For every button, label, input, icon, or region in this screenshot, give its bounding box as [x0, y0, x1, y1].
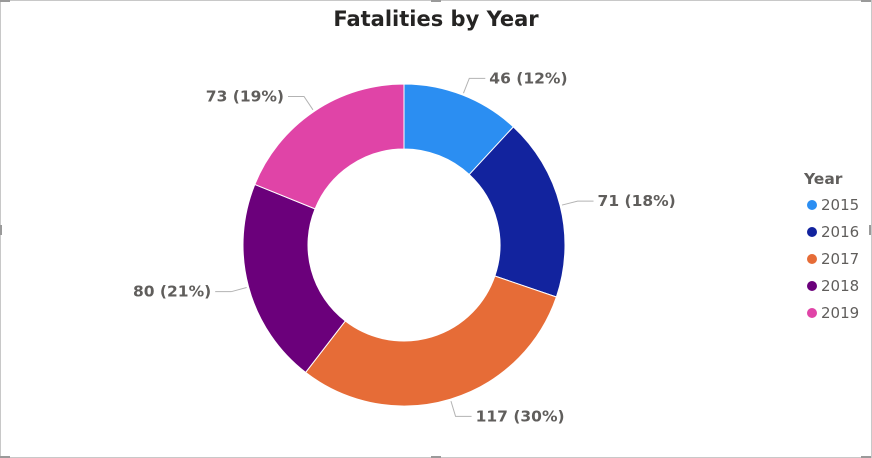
legend-marker-2017 [807, 254, 817, 264]
legend-title: Year [803, 170, 843, 188]
legend-item-2017[interactable]: 2017 [807, 250, 859, 268]
leader-line-2018 [215, 287, 247, 293]
leader-line-2015 [462, 77, 486, 94]
chart-title: Fatalities by Year [333, 7, 539, 31]
resize-handle-top-left[interactable] [0, 0, 10, 2]
donut-slices [242, 83, 566, 407]
legend-item-2016[interactable]: 2016 [807, 223, 859, 241]
resize-handle-right[interactable] [869, 225, 871, 235]
legend-item-2018[interactable]: 2018 [807, 277, 859, 295]
leader-line-2016 [561, 200, 594, 206]
legend-item-2015[interactable]: 2015 [807, 196, 859, 214]
legend-label-2016: 2016 [821, 223, 859, 241]
data-label-2017: 117 (30%) [476, 407, 565, 425]
resize-handle-bottom[interactable] [431, 456, 441, 458]
slice-2017[interactable] [304, 275, 558, 407]
legend-item-2019[interactable]: 2019 [807, 304, 859, 322]
leader-line-2017 [450, 400, 472, 417]
data-label-2016: 71 (18%) [598, 192, 676, 210]
leader-line-2019 [288, 96, 314, 111]
legend-label-2017: 2017 [821, 250, 859, 268]
data-label-2015: 46 (12%) [489, 69, 567, 87]
data-label-2019: 73 (19%) [206, 88, 284, 106]
resize-handle-left[interactable] [0, 225, 2, 235]
legend-marker-2018 [807, 281, 817, 291]
resize-handle-top[interactable] [431, 0, 441, 2]
legend-marker-2016 [807, 227, 817, 237]
resize-handle-top-right[interactable] [861, 0, 871, 2]
legend: Year 2015 2016 2017 2018 2019 [803, 170, 859, 322]
data-label-2018: 80 (21%) [133, 283, 211, 301]
resize-handle-bottom-left[interactable] [0, 456, 10, 458]
data-labels: 46 (12%) 71 (18%) 117 (30%) 80 (21%) 73 (19%… [133, 69, 676, 425]
legend-label-2018: 2018 [821, 277, 859, 295]
legend-label-2019: 2019 [821, 304, 859, 322]
legend-marker-2015 [807, 200, 817, 210]
legend-marker-2019 [807, 308, 817, 318]
resize-handle-bottom-right[interactable] [861, 456, 871, 458]
legend-label-2015: 2015 [821, 196, 859, 214]
label-leader-lines [215, 77, 594, 417]
slice-2019[interactable] [254, 83, 405, 210]
